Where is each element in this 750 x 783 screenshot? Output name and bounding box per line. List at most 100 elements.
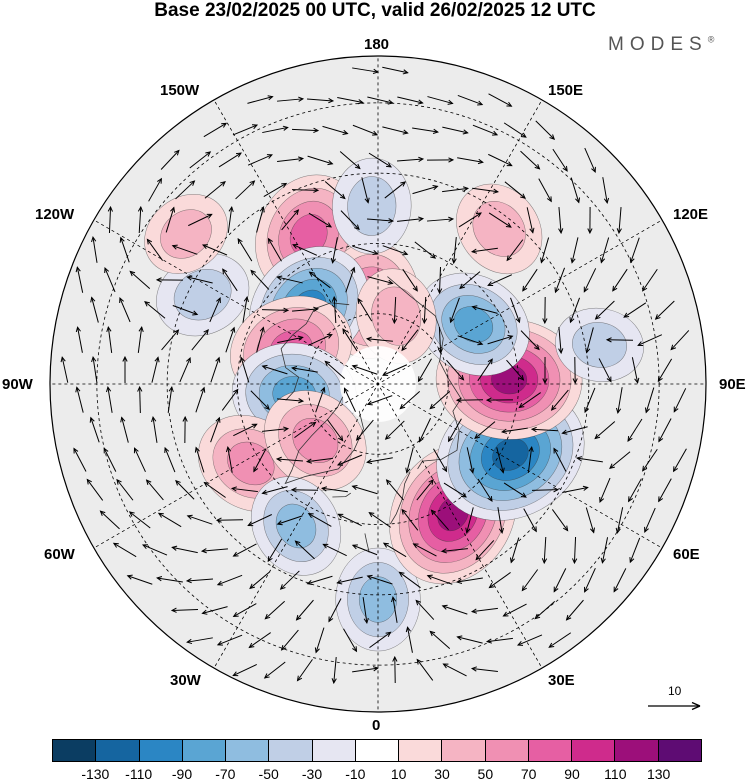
wind-arrow	[322, 125, 349, 135]
wind-arrow	[106, 325, 113, 353]
wind-arrow	[369, 631, 392, 649]
wind-arrow	[600, 537, 609, 564]
wind-arrow	[247, 154, 273, 166]
graticule	[50, 56, 706, 712]
wind-arrow	[629, 537, 641, 564]
wind-arrow	[391, 296, 398, 325]
wind-arrow	[612, 268, 628, 292]
wind-arrow	[171, 244, 198, 255]
wind-arrow	[572, 536, 578, 565]
wind-arrow	[572, 356, 578, 385]
wind-arrow	[148, 177, 162, 202]
wind-arrow	[446, 359, 465, 381]
colorbar-cell	[528, 740, 573, 761]
wind-arrow	[558, 207, 564, 235]
wind-arrow	[412, 543, 437, 557]
colorbar-cell	[485, 740, 529, 761]
wind-arrow	[440, 548, 468, 554]
wind-arrow	[609, 451, 631, 469]
colorbar-tick-label: -50	[258, 766, 279, 782]
wind-arrow	[526, 207, 535, 234]
wind-arrow	[447, 418, 462, 443]
wind-arrow	[305, 457, 333, 464]
wind-arrow	[186, 275, 213, 284]
wind-arrow	[156, 576, 183, 583]
wind-arrow	[521, 569, 539, 592]
wind-arrow	[534, 601, 556, 620]
wind-arrow	[472, 124, 499, 136]
longitude-label-30e: 30E	[548, 672, 575, 689]
wind-arrow	[504, 181, 526, 199]
wind-arrow	[144, 301, 166, 319]
wind-arrow	[414, 241, 437, 259]
wind-arrow	[216, 634, 243, 646]
wind-arrow	[233, 423, 258, 437]
longitude-label-30w: 30W	[170, 672, 201, 689]
wind-arrow	[382, 66, 409, 75]
wind-arrow	[401, 329, 419, 352]
wind-arrow	[391, 596, 398, 623]
longitude-label-150e: 150E	[548, 82, 584, 99]
wind-arrow	[458, 212, 482, 228]
wind-arrow	[456, 577, 483, 584]
wind-arrow	[366, 574, 393, 585]
wind-arrow	[262, 426, 290, 432]
wind-arrow	[584, 387, 596, 414]
colorbar-tick-label: 10	[390, 766, 407, 782]
wind-arrow	[392, 655, 398, 684]
wind-arrow	[417, 358, 432, 383]
wind-arrow	[644, 507, 656, 533]
wind-arrow	[90, 296, 99, 323]
wind-arrow	[520, 330, 540, 351]
wind-arrow	[631, 357, 640, 384]
colorbar-cell	[139, 740, 183, 761]
wind-arrow	[105, 386, 113, 413]
wind-arrow	[204, 181, 226, 199]
wind-arrow	[133, 447, 146, 472]
wind-arrow	[308, 271, 331, 289]
wind-arrow	[188, 213, 213, 227]
wind-arrow	[384, 181, 407, 199]
wind-arrow	[294, 421, 317, 439]
wind-arrow	[477, 358, 493, 382]
wind-arrow	[565, 599, 584, 621]
wind-arrow	[365, 336, 393, 342]
wind-arrow	[320, 486, 348, 493]
wind-arrow	[227, 205, 234, 233]
wind-arrow	[336, 454, 363, 466]
wind-arrow	[366, 457, 393, 465]
colorbar-cell	[226, 740, 270, 761]
wind-arrow	[382, 542, 407, 558]
wind-arrow	[368, 152, 393, 168]
wind-arrow	[261, 364, 288, 375]
map-title: Base 23/02/2025 00 UTC, valid 26/02/2025…	[154, 0, 596, 21]
wind-arrow	[103, 447, 117, 472]
wind-arrow	[396, 156, 425, 162]
wind-arrow	[471, 305, 498, 314]
latitude-circle	[237, 243, 519, 525]
wind-arrow	[75, 266, 84, 293]
wind-arrow	[430, 509, 449, 531]
wind-arrow	[562, 485, 589, 493]
reference-vector-label: 10	[668, 684, 682, 698]
wind-arrow	[416, 479, 434, 501]
wind-arrow	[232, 664, 257, 677]
wind-arrow	[291, 127, 320, 134]
wind-arrow	[402, 268, 418, 292]
wind-arrow	[91, 236, 98, 263]
wind-arrow	[415, 599, 435, 620]
wind-arrow	[291, 187, 320, 193]
wind-arrow	[496, 447, 505, 474]
wind-arrow	[247, 95, 274, 104]
wind-arrow	[599, 477, 611, 504]
wind-arrow	[171, 545, 198, 554]
wind-arrow	[306, 575, 333, 586]
wind-arrow	[279, 570, 300, 590]
wind-arrow	[616, 207, 622, 235]
wind-arrow	[99, 510, 120, 530]
wind-arrow	[179, 357, 191, 383]
wind-arrow	[456, 635, 483, 644]
wind-arrow	[129, 270, 151, 289]
wind-arrow	[250, 390, 270, 411]
wind-arrow	[382, 364, 408, 376]
